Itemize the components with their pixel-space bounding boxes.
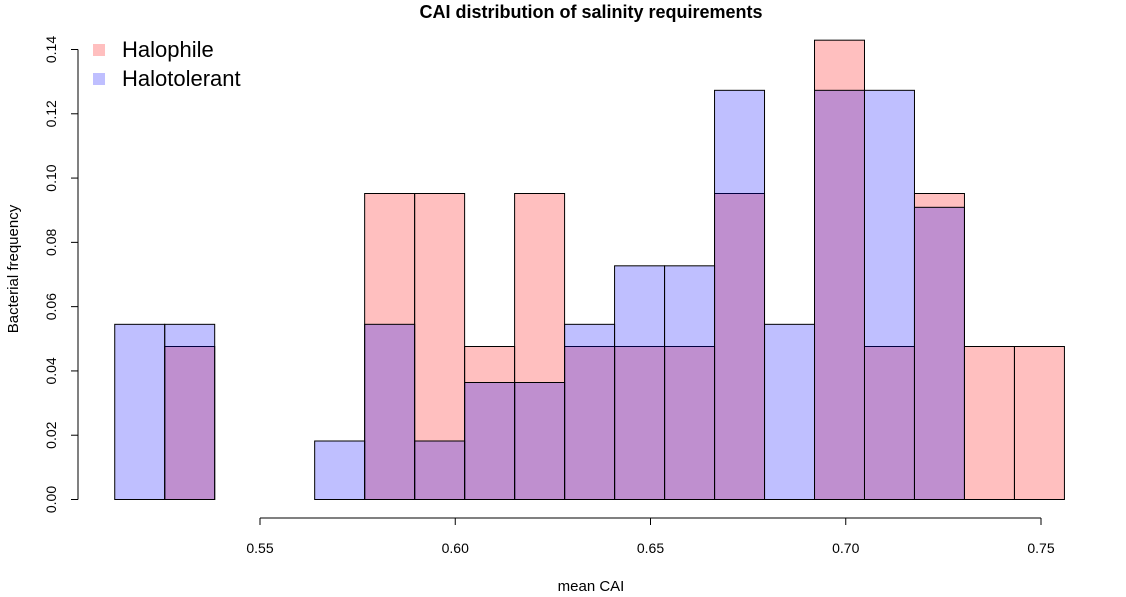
y-tick-label-1: 0.02	[43, 421, 59, 448]
y-tick-label-2: 0.04	[43, 357, 59, 384]
bar-halotolerant-8	[514, 382, 566, 500]
bar-halotolerant-11	[664, 265, 716, 501]
y-tick-label-6: 0.12	[43, 100, 59, 127]
bar-halophile-18	[1013, 346, 1065, 500]
legend-swatch-halotolerant	[93, 73, 105, 85]
bar-halotolerant-14	[814, 89, 865, 500]
bar-halotolerant-9	[564, 323, 616, 501]
x-tick-label-4: 0.75	[1027, 540, 1054, 556]
y-axis-label: Bacterial frequency	[5, 204, 22, 333]
x-tick-label-2: 0.65	[637, 540, 664, 556]
bar-halotolerant-6	[414, 440, 466, 500]
bar-halophile-9	[564, 346, 616, 500]
chart-title: CAI distribution of salinity requirement…	[419, 2, 762, 22]
x-axis-label: mean CAI	[558, 578, 625, 595]
x-axis: 0.55 0.60 0.65 0.70 0.75	[246, 517, 1055, 556]
bar-halotolerant-13	[764, 323, 816, 501]
legend-swatch-halophile	[93, 44, 105, 56]
y-tick-label-0: 0.00	[43, 486, 59, 513]
y-tick-label-7: 0.14	[43, 36, 59, 63]
legend-label-halotolerant: Halotolerant	[122, 66, 241, 91]
y-tick-label-4: 0.08	[43, 229, 59, 256]
bar-halotolerant-1	[164, 323, 216, 501]
bar-halotolerant-10	[614, 265, 666, 501]
bar-halotolerant-7	[464, 382, 516, 500]
bar-halotolerant-15	[863, 89, 915, 500]
x-tick-label-0: 0.55	[246, 540, 273, 556]
bar-halophile-17	[963, 346, 1015, 500]
bar-halotolerant-12	[714, 89, 766, 500]
x-tick-label-1: 0.60	[442, 540, 469, 556]
bar-halophile-5	[364, 193, 416, 500]
bar-halotolerant-4	[314, 440, 366, 500]
bar-halotolerant-16	[913, 206, 965, 500]
y-tick-label-3: 0.06	[43, 293, 59, 320]
x-tick-label-3: 0.70	[832, 540, 859, 556]
bar-halophile-16	[913, 193, 965, 500]
legend: Halophile Halotolerant	[93, 37, 241, 91]
bars-group	[114, 39, 1065, 501]
bar-halophile-7	[464, 346, 516, 500]
bar-halophile-14	[814, 39, 865, 501]
bar-halophile-1	[164, 346, 216, 500]
bar-halophile-6	[414, 193, 466, 500]
legend-label-halophile: Halophile	[122, 37, 214, 62]
y-tick-label-5: 0.10	[43, 164, 59, 191]
bar-halotolerant-0	[114, 323, 166, 501]
bar-halophile-8	[514, 193, 566, 500]
y-axis: 0.00 0.02 0.04 0.06 0.08 0.10 0.12 0.14	[43, 36, 79, 513]
bar-halotolerant-5	[364, 323, 416, 501]
